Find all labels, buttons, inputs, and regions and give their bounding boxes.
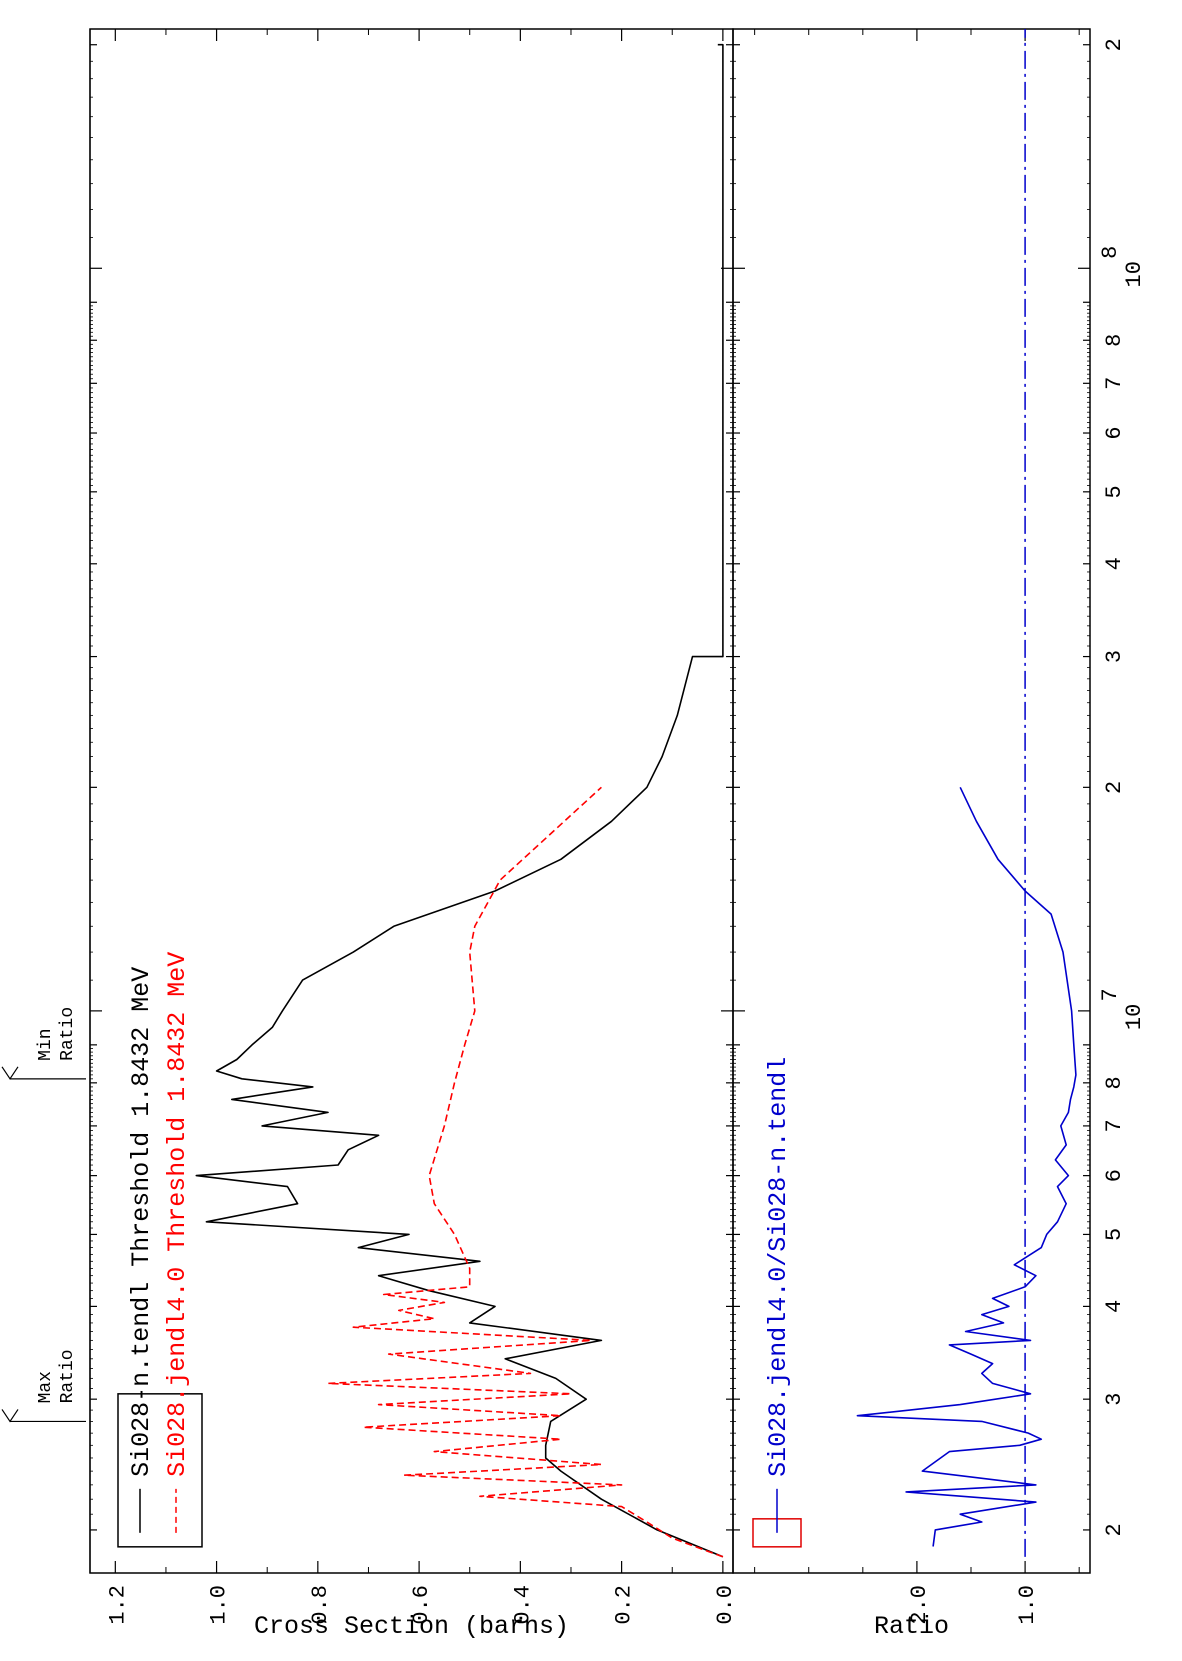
min-ratio-label-1: Min [36, 1028, 56, 1060]
ratio-axis-title: Ratio [874, 1612, 949, 1641]
x-tick-label: 6 [1102, 1169, 1127, 1182]
y-tick-label: 2.0 [907, 1585, 932, 1625]
max-ratio-marker: Max Ratio [1, 1349, 86, 1423]
ratio-frame [732, 28, 1091, 1574]
x-tick-label: 3 [1102, 1393, 1127, 1406]
x-tick-label: 5 [1102, 1228, 1127, 1241]
y-tick-label: 1.0 [207, 1585, 232, 1625]
x-tick-label: 8 [1102, 334, 1127, 347]
ratio-series [856, 786, 1077, 1547]
x-tick-label: 7 [1102, 377, 1127, 390]
x-tick-label: 10 [1122, 1004, 1147, 1030]
y-tick-label: 0.0 [713, 1585, 738, 1625]
series-line-ratio [856, 786, 1077, 1547]
cross-section-series [195, 43, 724, 1558]
x-tick-exponent: 8 [1098, 246, 1123, 259]
cross-section-axis-title: Cross Section (barns) [254, 1612, 569, 1641]
x-tick-label: 4 [1102, 1300, 1127, 1313]
cross-section-legend: Si028-n.tendl Threshold 1.8432 MeV Si028… [117, 952, 203, 1548]
y-tick-label: 0.4 [510, 1585, 535, 1625]
max-ratio-label-1: Max [36, 1371, 56, 1403]
y-tick-label: 0.8 [308, 1585, 333, 1625]
x-tick-label: 2 [1102, 1523, 1127, 1536]
ratio-legend: Si028.jendl4.0/Si028-n.tendl [752, 1057, 802, 1548]
x-tick-label: 8 [1102, 1076, 1127, 1089]
y-tick-label: 0.2 [612, 1585, 637, 1625]
x-tick-label: 5 [1102, 485, 1127, 498]
legend-label-tendl: Si028-n.tendl Threshold 1.8432 MeV [127, 967, 156, 1477]
legend-label-jendl: Si028.jendl4.0 Threshold 1.8432 MeV [163, 952, 192, 1477]
x-tick-label: 2 [1102, 38, 1127, 51]
x-tick-label: 4 [1102, 557, 1127, 570]
rotated-chart: 0.0 0.2 0.4 0.6 0.8 1.0 1.2 Si028-n.tendl Thre… [1, 28, 1147, 1641]
min-ratio-marker: Min Ratio [1, 1007, 86, 1080]
x-tick-label: 10 [1122, 261, 1147, 287]
series-line-jendl [327, 786, 724, 1558]
cross-section-legend-box [117, 1393, 203, 1548]
ratio-ticks: 1.0 2.0 [733, 28, 1090, 1625]
y-tick-label: 1.0 [1015, 1585, 1040, 1625]
max-ratio-label-2: Ratio [58, 1349, 78, 1403]
x-tick-exponent: 7 [1098, 988, 1123, 1001]
legend-label-ratio: Si028.jendl4.0/Si028-n.tendl [764, 1057, 793, 1477]
energy-axis-labels: 2 3 4 5 6 7 8 2 3 4 5 6 7 8 2 10 7 10 8 [1098, 38, 1147, 1536]
ratio-annotations: Max Ratio Min Ratio [1, 29, 91, 1573]
x-tick-label: 6 [1102, 426, 1127, 439]
x-tick-label: 3 [1102, 650, 1127, 663]
cross-section-ticks: 0.0 0.2 0.4 0.6 0.8 1.0 1.2 [90, 28, 738, 1625]
series-line-tendl [195, 43, 724, 1558]
min-ratio-label-2: Ratio [58, 1007, 78, 1061]
y-tick-label: 0.6 [409, 1585, 434, 1625]
cross-section-panel: 0.0 0.2 0.4 0.6 0.8 1.0 1.2 Si028-n.tendl Thre… [1, 28, 738, 1641]
y-tick-label: 1.2 [105, 1585, 130, 1625]
ratio-panel: 1.0 2.0 Si028.jendl4.0/Si028-n.tendl Rati… [732, 28, 1091, 1641]
x-tick-label: 7 [1102, 1119, 1127, 1132]
x-tick-label: 2 [1102, 781, 1127, 794]
